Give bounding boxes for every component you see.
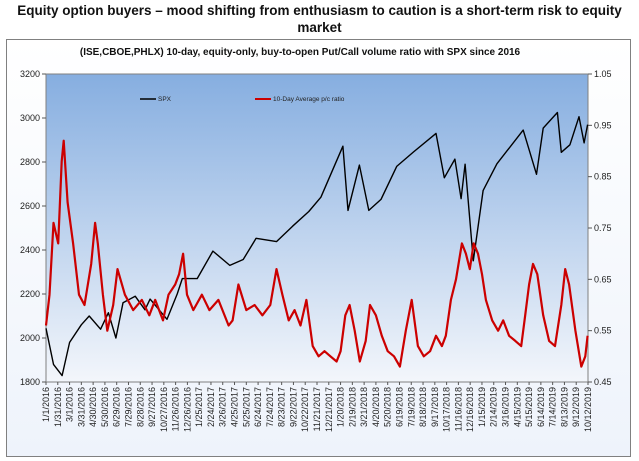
right-tick-label: 1.05 xyxy=(594,69,612,79)
x-tick-label: 4/25/2017 xyxy=(230,387,240,427)
right-tick-label: 0.85 xyxy=(594,172,612,182)
right-tick-label: 0.95 xyxy=(594,120,612,130)
x-tick-label: 1/20/2018 xyxy=(336,387,346,427)
x-tick-label: 1/15/2019 xyxy=(477,387,487,427)
pc-ratio-line xyxy=(44,139,589,368)
x-tick-label: 10/27/2016 xyxy=(159,387,169,432)
left-tick-label: 1800 xyxy=(20,377,40,387)
left-tick-label: 2400 xyxy=(20,245,40,255)
x-tick-label: 3/31/2016 xyxy=(76,387,86,427)
x-tick-label: 5/20/2018 xyxy=(383,387,393,427)
right-tick-label: 0.65 xyxy=(594,274,612,284)
page-title: Equity option buyers – mood shifting fro… xyxy=(0,2,639,36)
x-tick-label: 7/29/2016 xyxy=(123,387,133,427)
x-tick-label: 8/13/2019 xyxy=(559,387,569,427)
x-tick-label: 6/19/2018 xyxy=(394,387,404,427)
plot-area xyxy=(45,73,589,383)
x-tick-label: 8/23/2017 xyxy=(277,387,287,427)
x-tick-label: 5/25/2017 xyxy=(241,387,251,427)
legend-label-pc: 10-Day Average p/c ratio xyxy=(273,96,345,103)
x-tick-label: 3/1/2016 xyxy=(65,387,75,422)
legend: SPX 10-Day Average p/c ratio xyxy=(140,96,345,103)
x-tick-label: 2/24/2017 xyxy=(206,387,216,427)
page-title-line2: market xyxy=(297,20,342,35)
x-tick-label: 8/28/2016 xyxy=(135,387,145,427)
x-tick-label: 11/16/2018 xyxy=(453,387,463,431)
right-tick-label: 0.55 xyxy=(594,326,612,336)
left-tick-label: 2600 xyxy=(20,201,40,211)
x-tick-label: 5/30/2016 xyxy=(100,387,110,427)
x-tick-label: 11/21/2017 xyxy=(312,387,322,431)
x-tick-label: 12/26/2016 xyxy=(182,387,192,432)
x-tick-label: 2/19/2018 xyxy=(347,387,357,427)
x-tick-label: 10/22/2017 xyxy=(300,387,310,432)
x-tick-label: 6/14/2019 xyxy=(536,387,546,427)
page-title-line1: Equity option buyers – mood shifting fro… xyxy=(17,3,622,18)
left-tick-label: 3000 xyxy=(20,113,40,123)
right-axis-ticks: 0.45 0.55 0.65 0.75 0.85 0.95 1.05 xyxy=(588,69,612,387)
x-tick-label: 1/31/2016 xyxy=(53,387,63,427)
x-tick-label: 2/14/2019 xyxy=(489,387,499,427)
right-tick-label: 0.75 xyxy=(594,223,612,233)
x-tick-label: 1/1/2016 xyxy=(41,387,51,422)
x-tick-label: 9/12/2019 xyxy=(571,387,581,427)
x-tick-label: 9/27/2016 xyxy=(147,387,157,427)
series-layer xyxy=(44,111,589,377)
x-tick-label: 8/18/2018 xyxy=(418,387,428,427)
x-tick-label: 3/26/2017 xyxy=(218,387,228,427)
x-tick-label: 3/21/2018 xyxy=(359,387,369,427)
x-tick-label: 5/15/2019 xyxy=(524,387,534,427)
x-tick-label: 6/29/2016 xyxy=(112,387,122,427)
x-tick-label: 1/25/2017 xyxy=(194,387,204,427)
left-axis-ticks: 1800 2000 2200 2400 2600 2800 3000 3200 xyxy=(20,69,46,387)
x-tick-label: 12/21/2017 xyxy=(324,387,334,432)
x-tick-label: 3/16/2019 xyxy=(501,387,511,427)
x-tick-label: 12/16/2018 xyxy=(465,387,475,432)
x-axis-ticks: 1/1/2016 1/31/2016 3/1/2016 3/31/2016 4/30/2… xyxy=(41,382,593,432)
chart-subtitle: (ISE,CBOE,PHLX) 10-day, equity-only, buy… xyxy=(80,47,521,58)
x-tick-label: 11/26/2016 xyxy=(171,387,181,431)
x-tick-label: 7/19/2018 xyxy=(406,387,416,427)
left-tick-label: 2200 xyxy=(20,289,40,299)
spx-line xyxy=(45,111,589,377)
x-tick-label: 9/17/2018 xyxy=(430,387,440,427)
legend-label-spx: SPX xyxy=(158,96,172,103)
left-tick-label: 3200 xyxy=(20,69,40,79)
x-tick-label: 7/14/2019 xyxy=(548,387,558,427)
x-tick-label: 7/24/2017 xyxy=(265,387,275,427)
left-tick-label: 2800 xyxy=(20,157,40,167)
x-tick-label: 9/22/2017 xyxy=(288,387,298,427)
x-tick-label: 10/17/2018 xyxy=(442,387,452,432)
x-tick-label: 4/15/2019 xyxy=(512,387,522,427)
x-tick-label: 6/24/2017 xyxy=(253,387,263,427)
x-tick-label: 10/12/2019 xyxy=(583,387,593,432)
x-tick-label: 4/30/2016 xyxy=(88,387,98,427)
x-tick-label: 4/20/2018 xyxy=(371,387,381,427)
left-tick-label: 2000 xyxy=(20,333,40,343)
right-tick-label: 0.45 xyxy=(594,377,612,387)
